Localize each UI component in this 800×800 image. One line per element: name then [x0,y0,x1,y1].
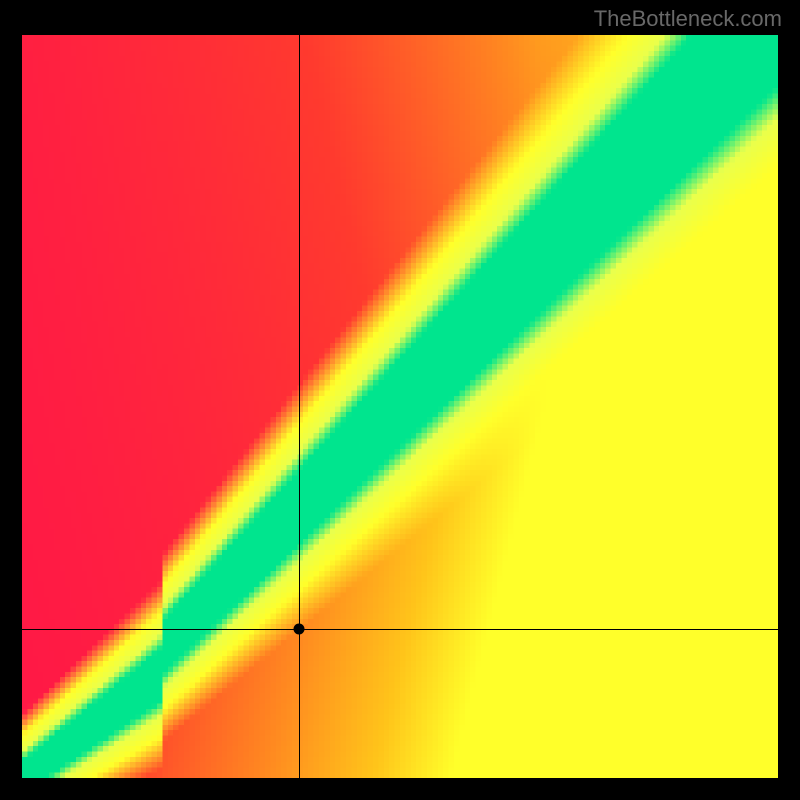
heatmap-plot-area [22,35,778,778]
heatmap-canvas [22,35,778,778]
watermark-text: TheBottleneck.com [594,6,782,32]
